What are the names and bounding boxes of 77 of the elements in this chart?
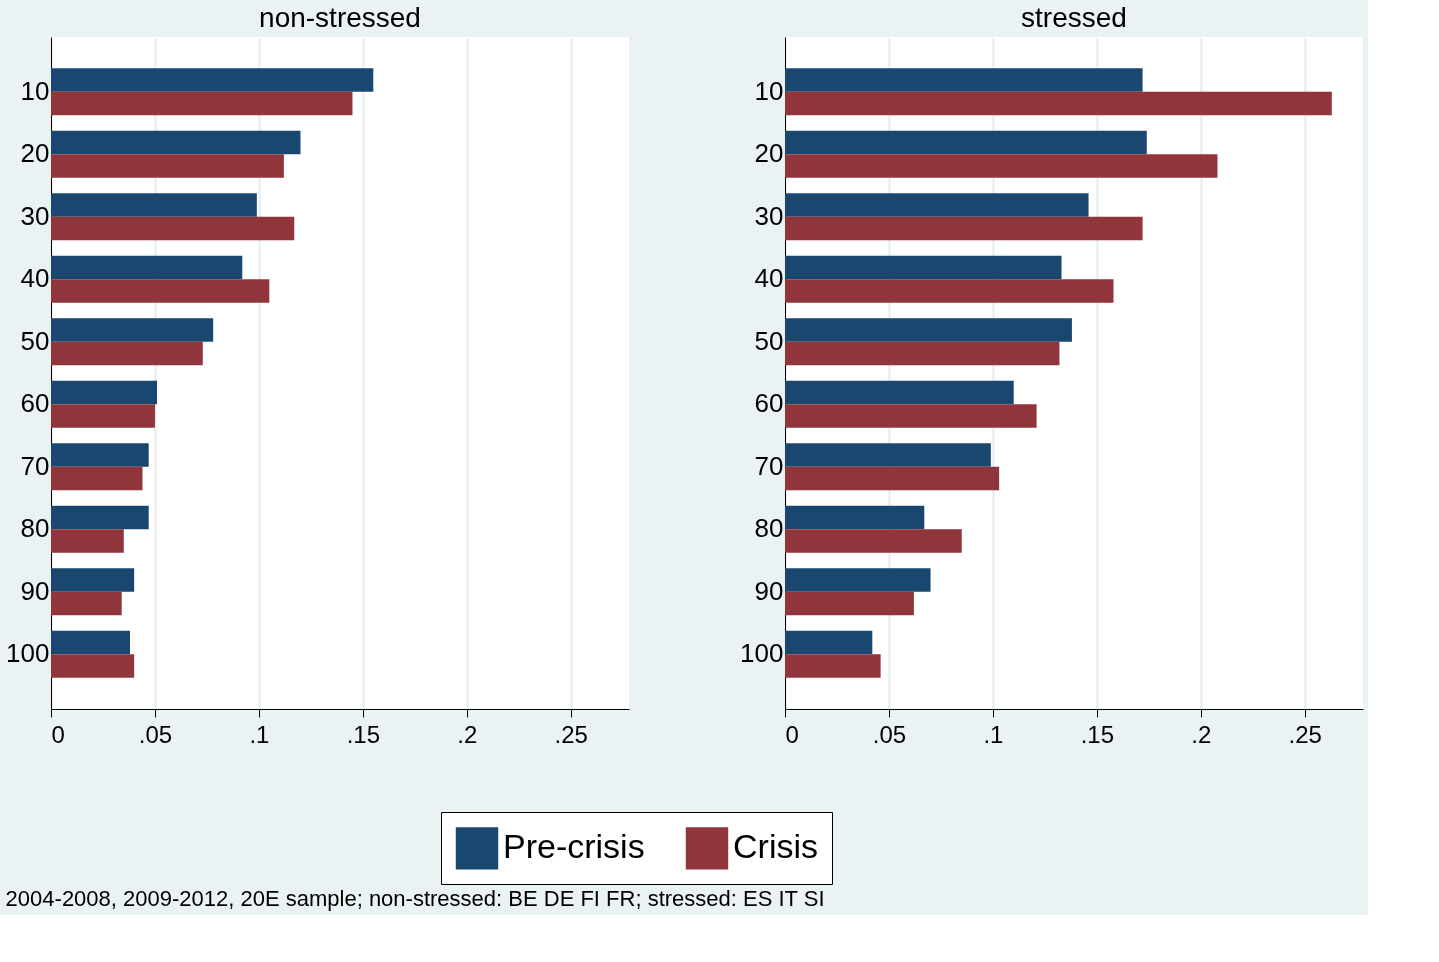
bar xyxy=(51,466,143,491)
bar xyxy=(785,255,1062,280)
bar xyxy=(785,154,1218,178)
y-tick-label: 70 xyxy=(754,450,784,481)
bar xyxy=(785,529,962,553)
y-tick-label: 40 xyxy=(20,263,50,294)
y-tick-label: 90 xyxy=(754,575,784,606)
y-tick-label: 60 xyxy=(20,388,50,419)
y-tick-label: 80 xyxy=(20,513,50,544)
bar xyxy=(785,591,914,616)
y-tick-label: 20 xyxy=(20,138,50,169)
bar xyxy=(785,380,1014,405)
y-tick-label: 60 xyxy=(754,388,784,419)
y-tick-label: 80 xyxy=(754,513,784,544)
bar xyxy=(51,529,124,553)
legend-label: Pre-crisis xyxy=(503,827,645,866)
bar xyxy=(51,404,155,428)
bar xyxy=(785,68,1143,92)
bar xyxy=(785,193,1089,217)
bar xyxy=(51,341,203,366)
y-tick-label: 30 xyxy=(20,200,50,231)
bar xyxy=(51,568,135,592)
bar xyxy=(51,154,284,178)
bar xyxy=(785,654,881,678)
x-tick-label: .1 xyxy=(249,720,270,748)
bar xyxy=(51,380,158,405)
bar xyxy=(51,216,295,241)
x-tick-label: .25 xyxy=(1288,720,1322,748)
bar xyxy=(785,505,925,530)
y-tick-label: 50 xyxy=(754,325,784,356)
x-tick-label: 0 xyxy=(51,720,65,748)
bar xyxy=(51,630,131,655)
x-tick-label: .2 xyxy=(1191,720,1212,748)
bar xyxy=(785,568,931,592)
x-tick-label: 0 xyxy=(785,720,799,748)
chart-title: stressed xyxy=(1021,2,1127,33)
bar xyxy=(785,130,1147,155)
bar xyxy=(785,91,1332,116)
bar xyxy=(51,68,374,92)
y-tick-label: 20 xyxy=(754,138,784,169)
y-tick-label: 50 xyxy=(20,325,50,356)
chart-title: non-stressed xyxy=(259,2,421,33)
y-tick-label: 40 xyxy=(754,263,784,294)
bar xyxy=(785,216,1143,241)
y-tick-label: 10 xyxy=(20,75,50,106)
y-tick-label: 70 xyxy=(20,450,50,481)
x-tick-label: .15 xyxy=(346,720,381,748)
x-tick-label: .25 xyxy=(554,720,588,748)
bar xyxy=(51,591,122,616)
bar xyxy=(51,279,270,303)
bar xyxy=(785,466,1000,491)
y-tick-label: 10 xyxy=(754,75,784,106)
bar xyxy=(785,404,1037,428)
bar xyxy=(51,193,257,217)
x-tick-label: .2 xyxy=(457,720,478,748)
text: 2004-2008, 2009-2012, 20E sample; non-stressed: BE DE FI FR; stressed: ES IT SI xyxy=(5,885,825,911)
bar xyxy=(785,318,1072,342)
bar xyxy=(785,630,873,655)
bar xyxy=(51,91,353,116)
bar xyxy=(785,443,991,467)
bar xyxy=(785,341,1060,366)
x-tick-label: .1 xyxy=(983,720,1004,748)
bar xyxy=(51,255,243,280)
bar xyxy=(51,505,149,530)
y-tick-label: 100 xyxy=(740,638,784,669)
y-tick-label: 100 xyxy=(6,638,50,669)
x-tick-label: .05 xyxy=(138,720,173,748)
y-tick-label: 90 xyxy=(20,575,50,606)
bar xyxy=(785,279,1114,303)
x-tick-label: .05 xyxy=(872,720,907,748)
x-tick-label: .15 xyxy=(1080,720,1115,748)
bar xyxy=(51,130,301,155)
bar xyxy=(51,318,214,342)
bar xyxy=(51,443,149,467)
bar xyxy=(51,654,135,678)
legend-label: Crisis xyxy=(733,827,818,866)
y-tick-label: 30 xyxy=(754,200,784,231)
